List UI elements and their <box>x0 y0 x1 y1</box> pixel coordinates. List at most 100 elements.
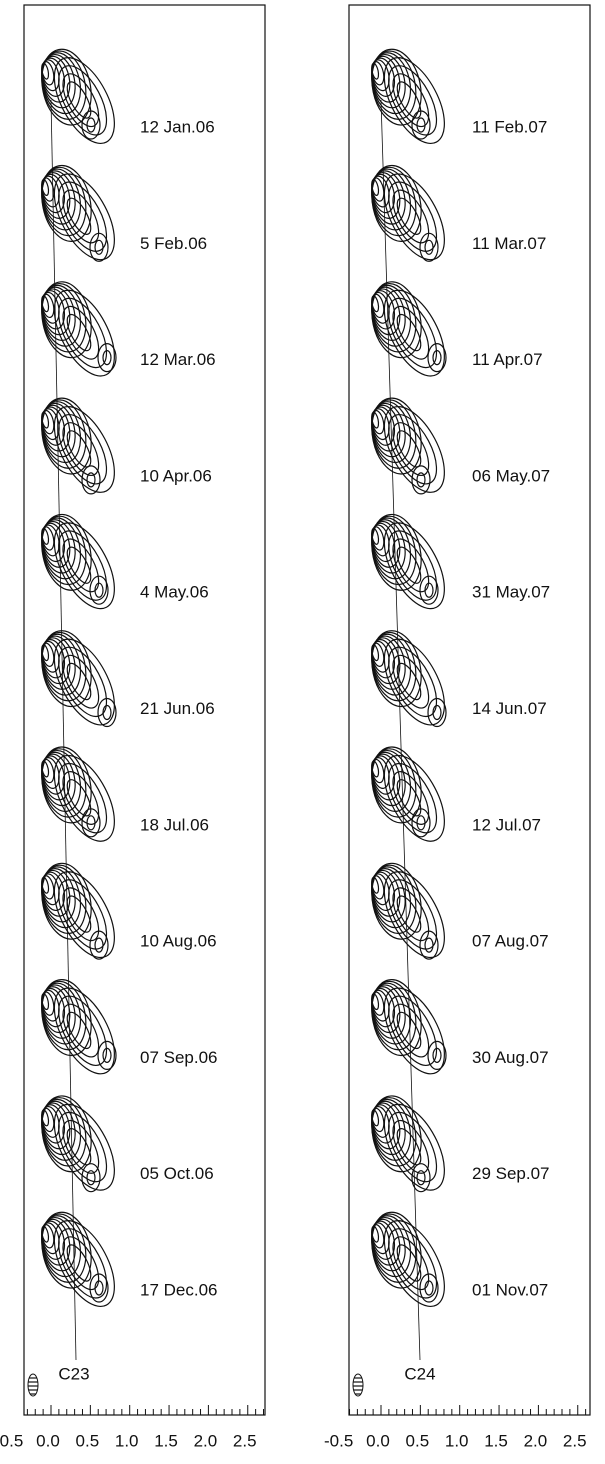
epoch-label: 11 Feb.07 <box>472 117 547 136</box>
contour <box>53 289 115 377</box>
contour <box>66 1011 92 1050</box>
component-label: C24 <box>404 1364 435 1383</box>
contour <box>41 1211 92 1289</box>
contour <box>371 281 422 359</box>
epoch-label: 07 Sep.06 <box>140 1048 218 1067</box>
contour <box>62 189 100 244</box>
contour <box>392 538 430 593</box>
contour <box>89 930 109 960</box>
contour <box>388 530 438 601</box>
contour <box>53 1103 115 1191</box>
epoch-label: 12 Jul.07 <box>472 815 541 834</box>
contour <box>388 1228 438 1299</box>
axis-tick-label: 1.5 <box>484 1431 508 1450</box>
contour <box>81 465 101 495</box>
contour <box>411 110 431 140</box>
axis-tick-label: 2.5 <box>233 1431 257 1450</box>
contour <box>41 281 92 359</box>
contour <box>432 350 442 366</box>
axis-tick-label: 1.5 <box>154 1431 178 1450</box>
epoch-label: 05 Oct.06 <box>140 1164 214 1183</box>
contour <box>411 465 431 495</box>
contour <box>432 1047 442 1064</box>
contour <box>53 987 115 1075</box>
contour <box>371 48 422 126</box>
contour <box>419 232 439 262</box>
epoch-label: 11 Apr.07 <box>472 350 543 369</box>
contour <box>419 1273 439 1303</box>
contour <box>388 65 438 136</box>
epoch-label: 31 May.07 <box>472 583 550 602</box>
contour <box>427 697 447 728</box>
contour <box>411 1163 431 1193</box>
contour <box>62 538 100 593</box>
contour <box>392 1003 430 1058</box>
contour <box>41 513 92 591</box>
contour <box>53 871 115 959</box>
epoch-label: 21 Jun.06 <box>140 699 215 718</box>
contour <box>81 808 101 838</box>
contour <box>66 81 92 119</box>
epoch-label: 01 Nov.07 <box>472 1280 548 1299</box>
contour <box>58 1111 108 1183</box>
epoch-label: 4 May.06 <box>140 583 209 602</box>
contour <box>383 173 445 261</box>
contour <box>89 232 109 262</box>
contour <box>371 1211 422 1289</box>
contour <box>371 513 422 591</box>
epoch-label: 12 Jan.06 <box>140 117 215 136</box>
epoch-label: 07 Aug.07 <box>472 932 549 951</box>
contour <box>371 862 422 940</box>
contour <box>371 164 422 242</box>
contour <box>392 887 430 942</box>
contour <box>58 530 108 601</box>
contour <box>371 1095 422 1173</box>
contour <box>419 930 439 960</box>
axis-tick-label: 0.0 <box>36 1431 60 1450</box>
contour <box>416 472 426 488</box>
contour <box>392 1236 430 1291</box>
contour <box>396 313 422 352</box>
contour <box>371 979 422 1057</box>
contour <box>94 1280 104 1296</box>
panel-frame <box>348 4 591 1416</box>
contour <box>102 350 112 366</box>
contour <box>58 414 108 485</box>
contour <box>41 862 92 940</box>
contour <box>371 746 422 824</box>
contour <box>86 117 96 133</box>
epoch-label: 11 Mar.07 <box>472 234 546 253</box>
contour <box>89 1273 109 1303</box>
contour <box>392 189 430 244</box>
contour <box>383 1103 445 1191</box>
contour <box>427 1040 447 1071</box>
contour <box>388 181 438 252</box>
contour <box>41 979 92 1057</box>
contour <box>396 1244 422 1282</box>
contour <box>388 646 438 718</box>
contour <box>53 522 115 610</box>
contour <box>383 522 445 610</box>
contour <box>388 414 438 485</box>
axis-tick-label: 2.0 <box>194 1431 218 1450</box>
contour <box>416 117 426 133</box>
contour <box>392 1119 430 1174</box>
contour <box>383 1220 445 1308</box>
contour <box>66 197 92 235</box>
contour <box>53 173 115 261</box>
axis-tick-label: 1.0 <box>115 1431 139 1450</box>
contour <box>392 305 430 360</box>
contour <box>392 654 430 709</box>
axis-tick-label: 0.0 <box>366 1431 390 1450</box>
contour <box>81 110 101 140</box>
epoch-label: 17 Dec.06 <box>140 1280 218 1299</box>
contour <box>58 762 108 834</box>
contour <box>62 1236 100 1291</box>
contour <box>424 582 434 598</box>
contour <box>86 472 96 488</box>
contour <box>62 1003 100 1058</box>
axis-tick-label: 2.5 <box>563 1431 587 1450</box>
axis-tick-label: 0.5 <box>406 1431 430 1450</box>
contour <box>58 181 108 252</box>
